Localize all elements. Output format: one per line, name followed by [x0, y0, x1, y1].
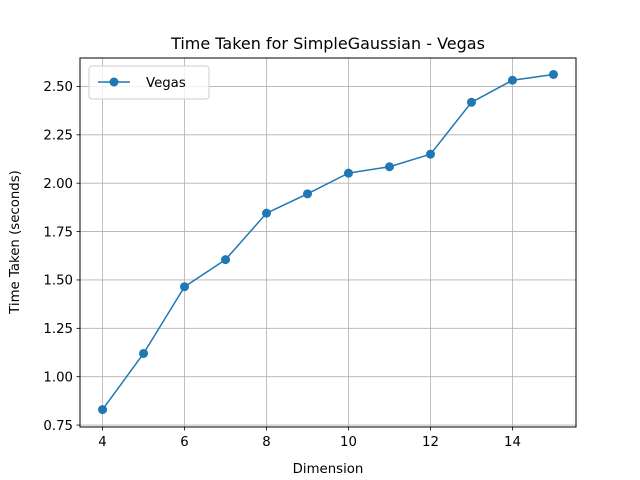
- x-tick-label: 14: [504, 435, 521, 450]
- data-point: [343, 168, 353, 178]
- x-tick-label: 6: [180, 435, 188, 450]
- y-tick-label: 0.75: [43, 419, 73, 434]
- data-point: [384, 162, 394, 172]
- x-tick-label: 10: [340, 435, 357, 450]
- data-point: [98, 405, 108, 415]
- series-line-0: [101, 73, 554, 411]
- x-axis-label: Dimension: [293, 462, 364, 477]
- y-tick-label: 2.25: [43, 129, 73, 144]
- x-tick-label: 8: [262, 435, 270, 450]
- legend-marker-swatch: [109, 77, 119, 87]
- y-tick-label: 2.00: [43, 177, 73, 192]
- x-axis-ticks: 4 6 8 10 12 14: [98, 427, 521, 450]
- y-tick-label: 2.50: [43, 80, 73, 95]
- data-point: [425, 149, 435, 159]
- data-point: [139, 348, 149, 358]
- x-tick-label: 4: [98, 435, 106, 450]
- plot-background: [80, 58, 576, 427]
- y-tick-label: 1.25: [43, 322, 73, 337]
- data-point: [548, 69, 558, 79]
- y-axis-ticks: 0.75 1.00 1.25 1.50 1.75 2.00 2.25 2.50: [43, 80, 80, 434]
- y-tick-label: 1.75: [43, 225, 73, 240]
- data-point: [303, 189, 313, 199]
- data-point: [180, 282, 190, 292]
- y-axis-label: Time Taken (seconds): [8, 170, 23, 315]
- series-layer: [98, 69, 558, 415]
- x-tick-label: 12: [422, 435, 439, 450]
- grid: [80, 58, 576, 427]
- y-tick-label: 1.50: [43, 274, 73, 289]
- legend-box: [88, 65, 210, 100]
- data-point: [466, 97, 476, 107]
- plot-frame: [79, 57, 577, 428]
- legend-label: Vegas: [146, 76, 186, 91]
- data-point: [262, 208, 272, 218]
- data-point: [507, 75, 517, 85]
- y-tick-label: 1.00: [43, 370, 73, 385]
- legend: Vegas: [88, 65, 210, 100]
- chart-title: Time Taken for SimpleGaussian - Vegas: [170, 34, 485, 53]
- data-point: [221, 255, 231, 265]
